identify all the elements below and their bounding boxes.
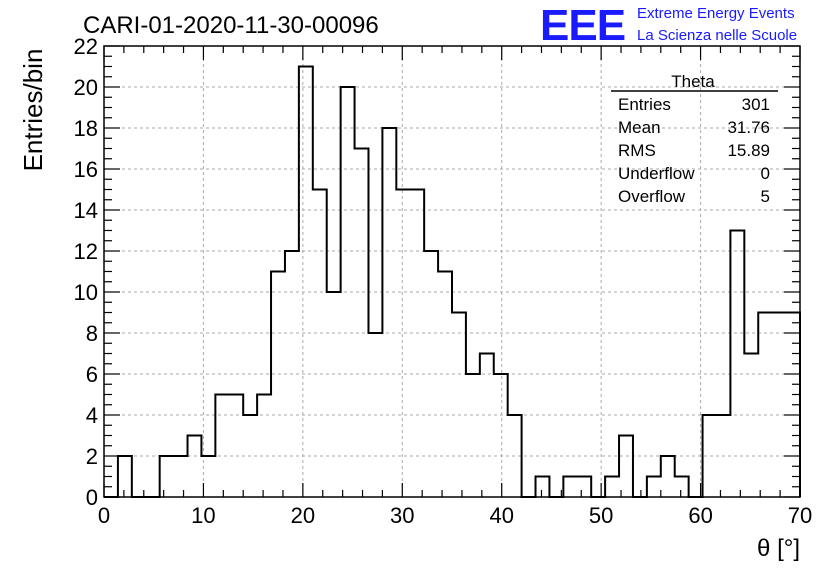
stats-row-label: Mean [618,118,661,137]
x-tick-label: 60 [688,503,712,528]
run-title: CARI-01-2020-11-30-00096 [83,12,379,39]
x-tick-label: 30 [390,503,414,528]
y-tick-label: 10 [74,280,98,305]
x-tick-label: 20 [291,503,315,528]
org-name-line1: Extreme Energy Events [637,5,795,22]
stats-row-value: 301 [742,95,770,114]
y-tick-label: 0 [86,485,98,510]
stats-row-label: Underflow [618,164,695,183]
y-tick-label: 2 [86,444,98,469]
stats-row-value: 5 [761,187,770,206]
y-tick-label: 6 [86,362,98,387]
x-tick-label: 70 [788,503,812,528]
x-tick-label: 40 [489,503,513,528]
stats-row-value: 31.76 [727,118,770,137]
y-tick-label: 20 [74,75,98,100]
stats-box-title: Theta [671,72,715,91]
y-tick-label: 4 [86,403,98,428]
y-tick-label: 12 [74,239,98,264]
x-tick-label: 50 [589,503,613,528]
y-tick-label: 8 [86,321,98,346]
stats-row-value: 15.89 [727,141,770,160]
stats-box: Theta Entries 301 Mean 31.76 RMS 15.89 Underfl… [611,72,778,206]
org-name-line2: La Scienza nelle Scuole [637,27,797,44]
y-tick-label: 14 [74,198,98,223]
axis-ticks [103,45,801,498]
stats-row-label: Entries [618,95,671,114]
x-tick-label: 0 [98,503,110,528]
y-tick-label: 18 [74,116,98,141]
y-axis-label: Entries/bin [18,49,48,172]
stats-row-label: Overflow [618,187,686,206]
stats-row-value: 0 [761,164,770,183]
stats-row-label: RMS [618,141,656,160]
histogram-series-line [104,65,801,498]
x-tick-label: 10 [191,503,215,528]
eee-logo: EEE [540,1,625,50]
x-axis-label: θ [°] [757,535,800,562]
y-tick-label: 22 [74,34,98,59]
y-tick-label: 16 [74,157,98,182]
